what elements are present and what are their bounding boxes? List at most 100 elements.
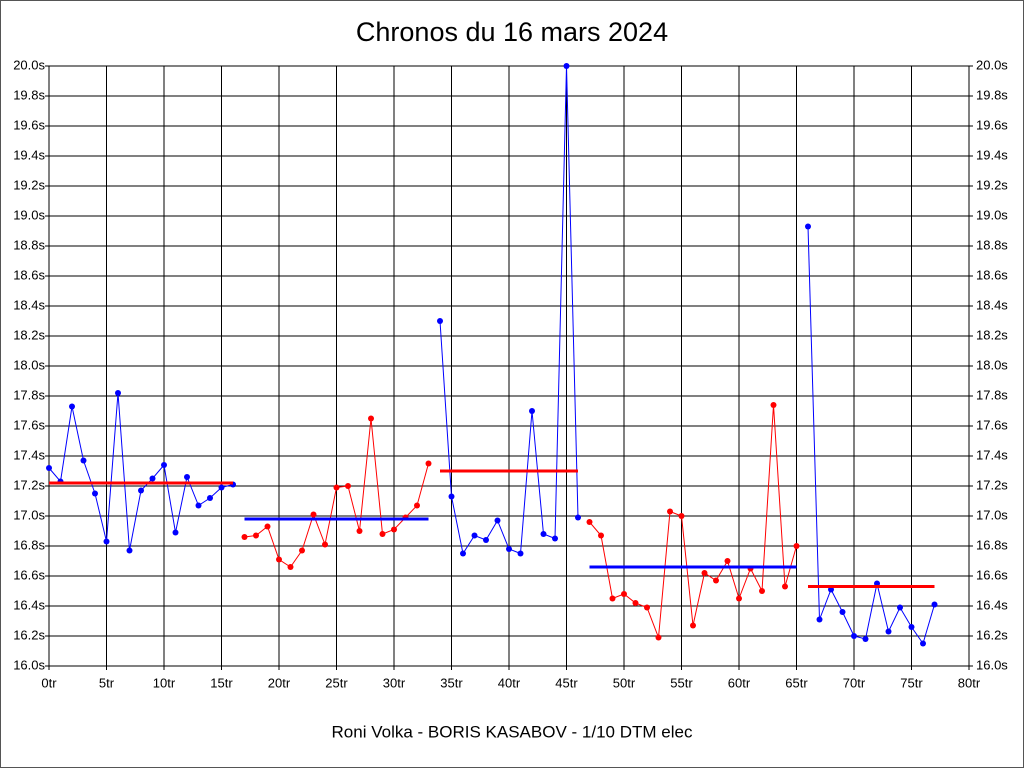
point [655, 634, 662, 641]
point [115, 390, 121, 396]
point [149, 475, 156, 482]
y2-tick-label: 18.2s [976, 327, 1008, 342]
y2-tick-label: 16.4s [976, 597, 1008, 612]
point [529, 408, 535, 414]
y2-tick-label: 19.4s [976, 147, 1008, 162]
y-tick-label: 18.6s [13, 267, 45, 282]
point [897, 604, 903, 611]
point [345, 483, 351, 489]
point [264, 523, 271, 530]
point [586, 519, 593, 525]
x-tick-label: 55tr [670, 675, 693, 690]
x-tick-label: 10tr [153, 675, 176, 690]
x-tick-label: 0tr [41, 675, 57, 690]
point [862, 636, 869, 642]
point [92, 490, 98, 497]
point [46, 465, 52, 471]
y2-tick-label: 19.6s [976, 117, 1008, 132]
point [609, 595, 616, 602]
y-tick-label: 17.0s [13, 507, 45, 522]
point [207, 495, 213, 501]
point [448, 493, 455, 500]
y2-tick-label: 16.8s [976, 537, 1008, 552]
point [690, 622, 696, 629]
y2-tick-label: 17.2s [976, 477, 1008, 492]
point [632, 600, 639, 606]
point [218, 484, 225, 491]
y2-tick-label: 19.8s [976, 87, 1008, 102]
y-tick-label: 18.8s [13, 237, 45, 252]
series-line [807, 226, 935, 645]
point [322, 541, 328, 548]
point [276, 556, 282, 563]
point [494, 517, 501, 524]
point [126, 547, 133, 554]
point [287, 564, 294, 570]
point [575, 514, 581, 521]
point [161, 462, 167, 468]
point [460, 550, 466, 557]
y-tick-label: 17.4s [13, 447, 45, 462]
point [839, 609, 846, 615]
point [736, 595, 742, 602]
point [414, 502, 420, 509]
point [425, 460, 432, 467]
point [563, 63, 570, 69]
y-tick-label: 17.6s [13, 417, 45, 432]
y-tick-label: 16.4s [13, 597, 45, 612]
x-tick-label: 65tr [785, 675, 808, 690]
y-tick-label: 19.6s [13, 117, 45, 132]
y2-tick-label: 16.6s [976, 567, 1008, 582]
point [816, 616, 823, 623]
y2-tick-label: 17.8s [976, 387, 1008, 402]
y-tick-label: 19.0s [13, 207, 45, 222]
point [667, 508, 673, 515]
point [517, 550, 524, 557]
y-tick-label: 16.6s [13, 567, 45, 582]
y-tick-label: 19.8s [13, 87, 45, 102]
point [80, 457, 87, 464]
x-tick-label: 30tr [383, 675, 406, 690]
y-tick-label: 19.2s [13, 177, 45, 192]
x-tick-label: 25tr [325, 675, 348, 690]
point [391, 526, 397, 533]
x-tick-label: 70tr [843, 675, 866, 690]
chart-title: Chronos du 16 mars 2024 [356, 17, 668, 47]
point [356, 528, 363, 534]
point [782, 583, 788, 590]
y-tick-label: 18.4s [13, 297, 45, 312]
point [908, 624, 915, 630]
point [506, 546, 512, 552]
point [69, 403, 75, 410]
point [793, 543, 800, 549]
point [299, 547, 305, 554]
point [471, 532, 478, 539]
point [885, 628, 892, 635]
point [483, 537, 489, 543]
point [379, 531, 386, 537]
y2-tick-label: 17.6s [976, 417, 1008, 432]
x-tick-label: 50tr [613, 675, 636, 690]
y2-tick-label: 17.4s [976, 447, 1008, 462]
y-tick-label: 16.2s [13, 627, 45, 642]
point [184, 474, 190, 480]
point [770, 402, 777, 408]
point [333, 484, 340, 491]
y2-tick-label: 17.0s [976, 507, 1008, 522]
point [678, 513, 685, 519]
x-tick-label: 5tr [99, 675, 115, 690]
point [368, 415, 374, 422]
point [724, 558, 731, 564]
y-tick-label: 16.8s [13, 537, 45, 552]
point [805, 223, 811, 230]
point [437, 318, 443, 324]
point [701, 570, 708, 576]
x-tick-label: 15tr [210, 675, 233, 690]
y2-tick-label: 18.4s [976, 297, 1008, 312]
y2-tick-label: 19.2s [976, 177, 1008, 192]
point [241, 534, 248, 540]
y2-tick-label: 16.2s [976, 627, 1008, 642]
x-tick-label: 20tr [268, 675, 291, 690]
point [540, 531, 547, 537]
y-tick-label: 17.2s [13, 477, 45, 492]
